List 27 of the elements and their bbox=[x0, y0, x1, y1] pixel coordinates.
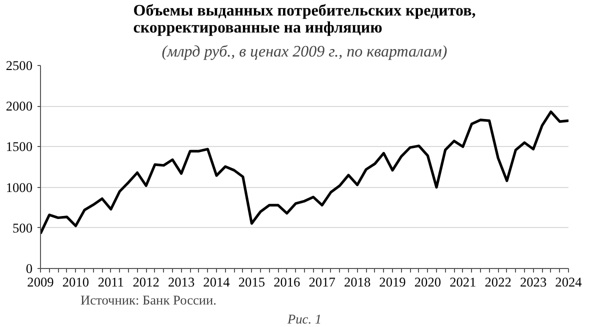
chart-subtitle: (млрд руб., в ценах 2009 г., по кварталам) bbox=[162, 44, 448, 60]
x-tick-label: 2019 bbox=[379, 274, 406, 290]
y-tick-label: 1500 bbox=[6, 139, 33, 154]
x-tick-label: 2010 bbox=[62, 274, 90, 290]
x-tick-label: 2012 bbox=[132, 274, 160, 290]
text: Рис. 1 bbox=[286, 312, 322, 326]
x-tick-label: 2016 bbox=[274, 274, 301, 290]
line-series bbox=[40, 110, 568, 235]
x-tick-label: 2020 bbox=[414, 274, 442, 290]
y-tick-label: 500 bbox=[12, 220, 33, 236]
y-tick-label: 0 bbox=[26, 261, 33, 276]
x-tick-label: 2022 bbox=[484, 274, 512, 290]
x-tick-label: 2017 bbox=[308, 274, 336, 290]
x-tick-label: 2023 bbox=[520, 274, 547, 290]
x-tick-label: 2013 bbox=[168, 274, 195, 290]
x-tick-label: 2024 bbox=[555, 274, 582, 290]
chart-title: Объемы выданных потребительских кредитов, скорректированные на инфляцию bbox=[133, 2, 476, 36]
text: Источник: Банк России. bbox=[80, 292, 217, 308]
y-tick-label: 1000 bbox=[6, 180, 33, 195]
x-tick-label: 2014 bbox=[203, 274, 230, 290]
x-tick-label: 2009 bbox=[27, 274, 54, 290]
x-tick-label: 2015 bbox=[238, 274, 266, 290]
x-tick-label: 2018 bbox=[344, 274, 371, 290]
y-tick-label: 2000 bbox=[6, 98, 33, 114]
x-tick-label: 2011 bbox=[98, 274, 124, 290]
y-tick-label: 2500 bbox=[6, 58, 33, 73]
x-tick-label: 2021 bbox=[450, 274, 476, 290]
